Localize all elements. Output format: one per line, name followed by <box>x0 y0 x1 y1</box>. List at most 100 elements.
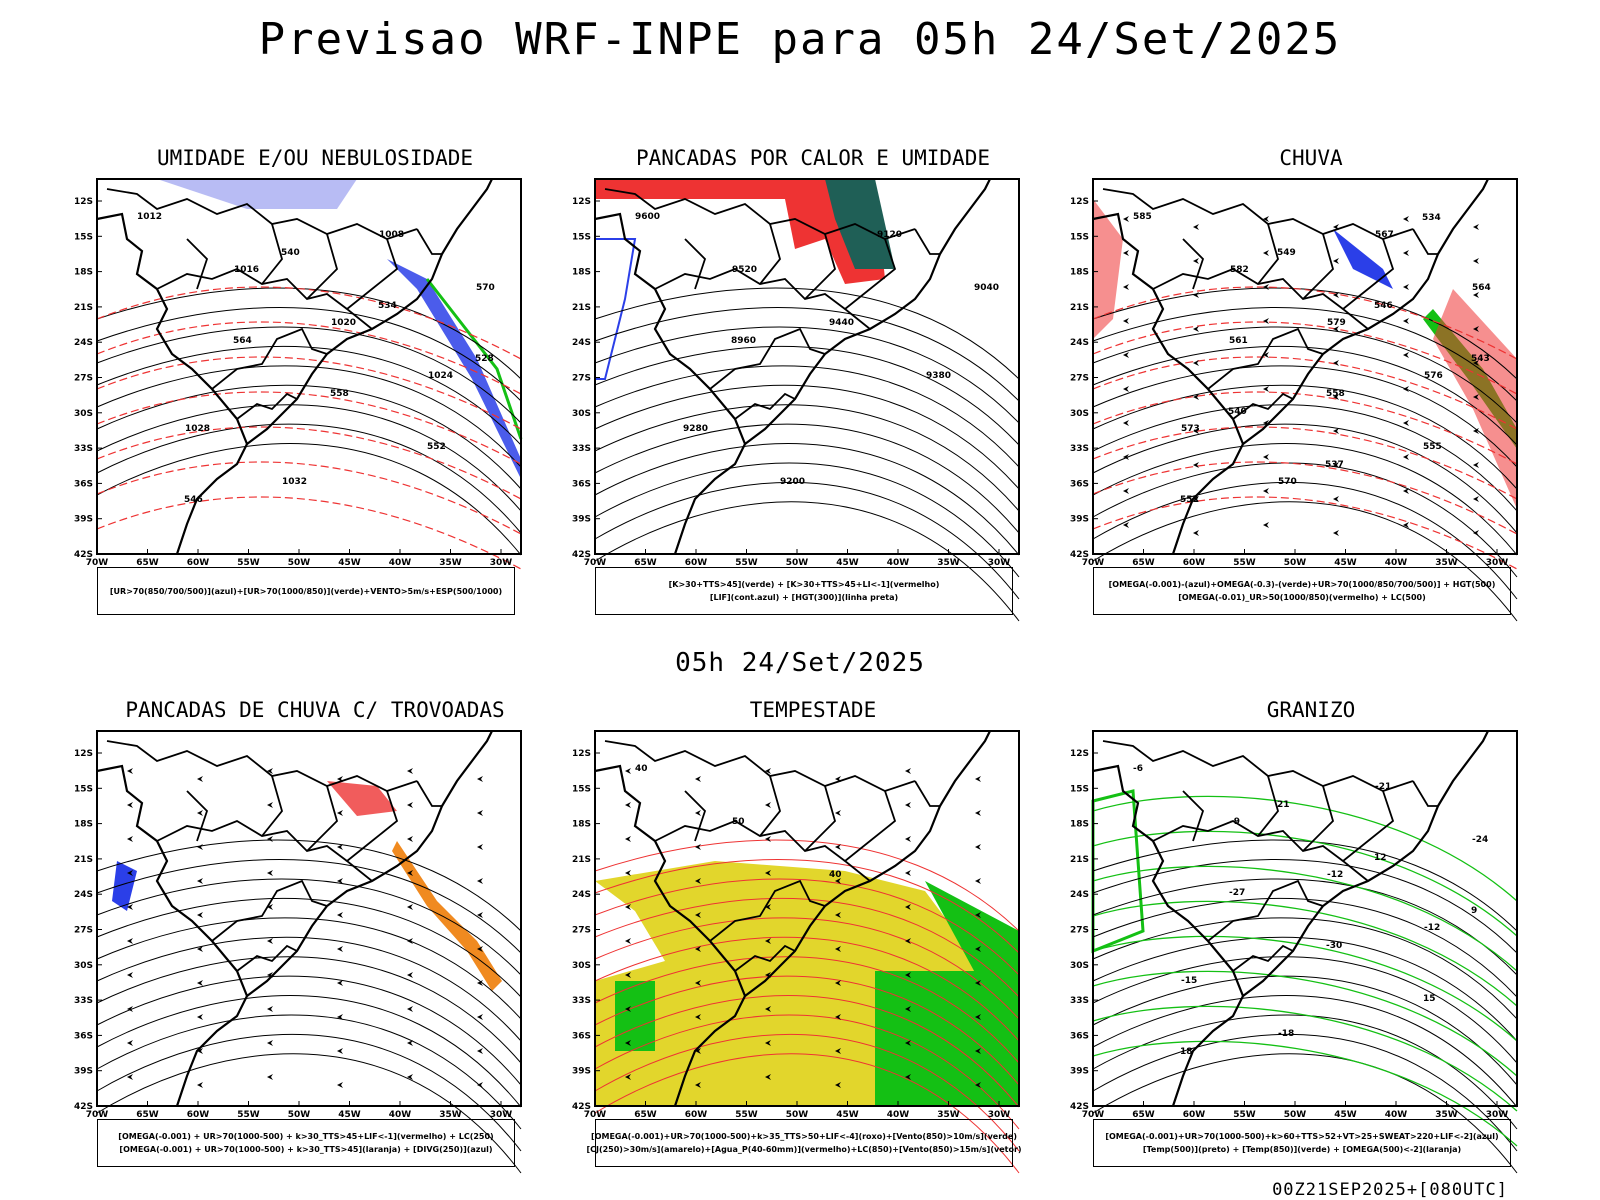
stream-arrow <box>267 802 273 808</box>
caption-line-2: [CJ(250)>30m/s](amarelo)+[Agua_P(40-60mm… <box>586 1145 1022 1154</box>
stream-arrow <box>695 912 701 918</box>
contour-label: 564 <box>1472 283 1491 293</box>
lat-label: 21S <box>572 855 591 865</box>
lat-label: 39S <box>74 1067 93 1077</box>
lat-label: 33S <box>74 996 93 1006</box>
middle-title: 05h 24/Set/2025 <box>675 648 925 678</box>
state-border <box>261 223 283 285</box>
map-frame <box>96 730 522 1107</box>
state-border <box>604 188 916 240</box>
stream-arrow <box>625 1074 631 1080</box>
stream-arrow <box>1123 284 1129 290</box>
stream-arrow <box>625 1040 631 1046</box>
stream-arrow <box>765 836 771 842</box>
contour-label: 528 <box>475 354 494 364</box>
stream-arrow <box>127 836 133 842</box>
lat-label: 18S <box>74 268 93 278</box>
state-border <box>804 233 837 300</box>
contour-line <box>1092 995 1518 1108</box>
contour-line <box>1092 975 1518 1086</box>
contour-label: 585 <box>1133 212 1152 222</box>
coastline-layer <box>96 730 493 1107</box>
stream-arrow <box>337 946 343 952</box>
stream-arrow <box>765 1074 771 1080</box>
stream-arrow <box>1193 428 1199 434</box>
stream-arrow <box>1123 454 1129 460</box>
stream-arrow <box>337 810 343 816</box>
page-title: Previsao WRF-INPE para 05h 24/Set/2025 <box>258 14 1342 65</box>
lon-label: 35W <box>1435 1110 1458 1120</box>
stream-arrow <box>127 802 133 808</box>
caption-line-2: [LIF](cont.azul) + [HGT(300)](linha pret… <box>709 593 899 602</box>
stream-arrow <box>197 912 203 918</box>
lat-label: 39S <box>1070 515 1089 525</box>
stream-arrow <box>695 878 701 884</box>
lat-label: 27S <box>74 374 93 384</box>
contour-line <box>96 384 522 490</box>
stream-arrow <box>477 844 483 850</box>
stream-arrow <box>975 776 981 782</box>
panel-caption: [OMEGA(-0.001)+UR>70(1000-500)+k>60+TTS>… <box>1093 1119 1511 1167</box>
stream-arrow <box>765 870 771 876</box>
lon-label: 40W <box>389 558 412 568</box>
stream-arrow <box>1333 530 1339 536</box>
stream-arrow <box>975 878 981 884</box>
contour-label: 1016 <box>234 265 259 275</box>
lon-label: 60W <box>1183 1110 1206 1120</box>
stream-arrow <box>407 836 413 842</box>
contour-label: 1024 <box>428 371 453 381</box>
contour-line <box>1092 345 1518 446</box>
contour-line <box>1092 423 1518 534</box>
lat-label: 12S <box>74 197 93 207</box>
contour-line <box>594 287 1020 380</box>
state-border <box>914 228 940 255</box>
stream-arrow <box>1403 522 1409 528</box>
lat-label: 30S <box>74 409 93 419</box>
lat-label: 30S <box>1070 409 1089 419</box>
coastline-layer <box>594 730 991 1107</box>
contour-label: 564 <box>233 336 252 346</box>
lon-label: 55W <box>1233 558 1256 568</box>
contour-line <box>594 365 1020 468</box>
stream-arrow <box>625 836 631 842</box>
lon-label: 35W <box>439 1110 462 1120</box>
stream-arrow <box>477 912 483 918</box>
contour-label: -15 <box>1181 976 1197 986</box>
thickness-contour <box>96 286 522 360</box>
lon-label: 45W <box>1334 558 1357 568</box>
panel-caption: [OMEGA(-0.001)+UR>70(1000-500)+k>35_TTS>… <box>586 1119 1022 1167</box>
temp850-contour <box>1092 1005 1518 1112</box>
streamline-arrows <box>625 768 981 1088</box>
contour-layer <box>96 839 522 1174</box>
panel-title: PANCADAS DE CHUVA C/ TROVOADAS <box>125 698 505 722</box>
stream-arrow <box>127 1040 133 1046</box>
contour-line <box>594 956 1020 1064</box>
stream-arrow <box>975 844 981 850</box>
state-border <box>186 790 209 842</box>
contour-label: 579 <box>1327 318 1346 328</box>
lon-label: 35W <box>1435 558 1458 568</box>
state-border <box>211 327 328 390</box>
stream-arrow <box>1473 530 1479 536</box>
state-border <box>684 238 707 290</box>
lat-label: 39S <box>1070 1067 1089 1077</box>
stream-arrow <box>1473 394 1479 400</box>
state-border <box>236 944 298 972</box>
state-border <box>684 790 707 842</box>
contour-line <box>1092 1033 1518 1152</box>
stream-arrow <box>407 1074 413 1080</box>
lon-label: 35W <box>937 558 960 568</box>
contour-line <box>96 345 522 446</box>
stream-arrow <box>695 980 701 986</box>
lon-label: 70W <box>86 558 109 568</box>
stream-arrow <box>975 1082 981 1088</box>
contour-label: 9040 <box>974 283 999 293</box>
lon-label: 45W <box>836 1110 859 1120</box>
rain-area <box>1433 289 1517 509</box>
contour-label: 534 <box>1422 213 1441 223</box>
lat-label: 24S <box>572 890 591 900</box>
stream-arrow <box>625 972 631 978</box>
lat-label: 42S <box>572 1102 591 1112</box>
contour-label: 12 <box>1374 853 1387 863</box>
stream-arrow <box>1333 360 1339 366</box>
